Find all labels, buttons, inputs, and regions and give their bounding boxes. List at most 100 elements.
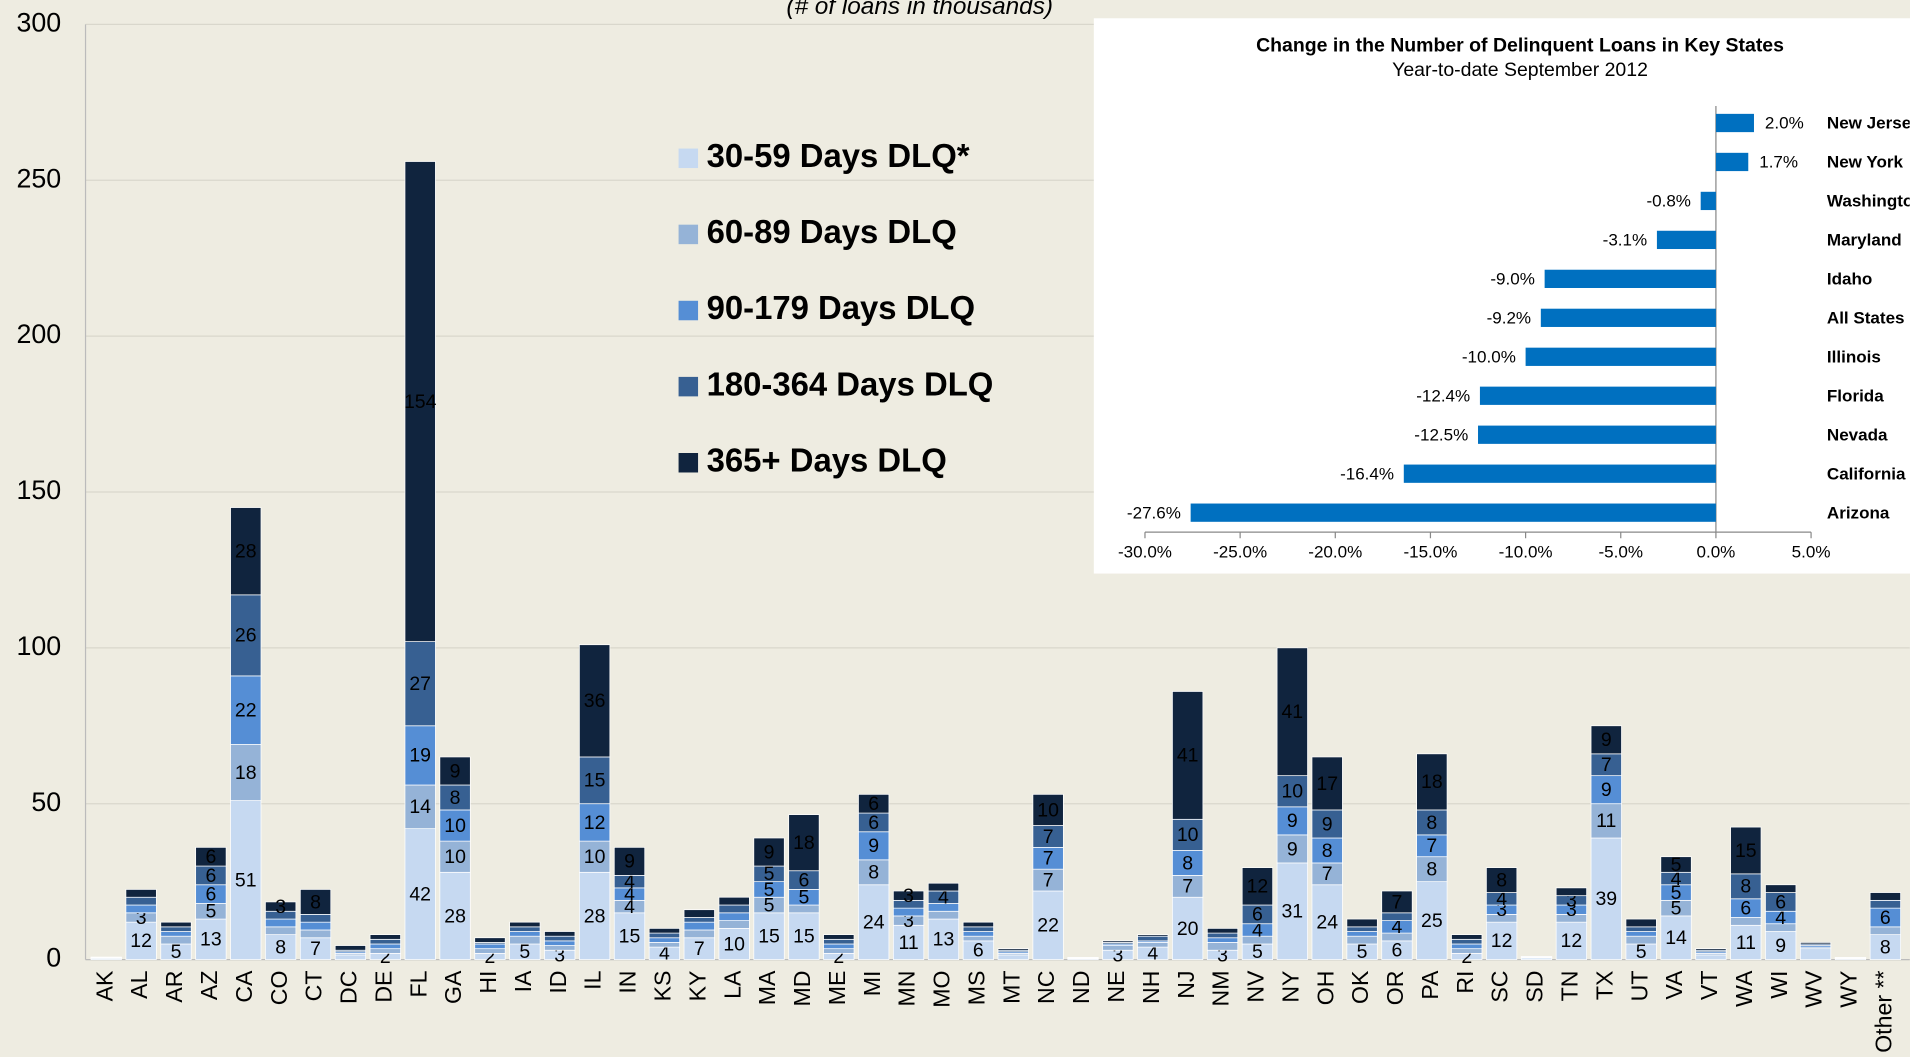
bar-segment bbox=[369, 938, 401, 945]
y-tick-label: 50 bbox=[31, 787, 61, 817]
bar-segment bbox=[1381, 912, 1413, 921]
data-label: 8 bbox=[1740, 876, 1751, 898]
category-label: New Jersey bbox=[1827, 114, 1910, 133]
bar-segment bbox=[823, 943, 855, 950]
legend-swatch bbox=[678, 224, 699, 245]
data-label: 9 bbox=[1322, 813, 1333, 835]
data-label: 15 bbox=[619, 926, 641, 948]
y-tick-label: 250 bbox=[16, 163, 61, 193]
bar bbox=[1715, 113, 1754, 133]
legend-label: 30-59 Days DLQ* bbox=[707, 137, 970, 174]
x-tick-label: HI bbox=[475, 971, 501, 994]
data-label: 6 bbox=[205, 846, 216, 868]
data-label: 6 bbox=[868, 793, 879, 815]
data-label: 8 bbox=[1880, 936, 1891, 958]
bar-segment bbox=[1276, 862, 1308, 960]
data-label: 19 bbox=[409, 745, 431, 767]
bar-segment bbox=[648, 928, 680, 934]
bar-segment bbox=[544, 940, 576, 946]
x-tick-label: -10.0% bbox=[1499, 542, 1553, 561]
data-label: 7 bbox=[1182, 876, 1193, 898]
data-label: 15 bbox=[793, 926, 815, 948]
bar-segment bbox=[439, 756, 471, 786]
data-label: 3 bbox=[1496, 899, 1507, 921]
bar-segment bbox=[927, 918, 960, 960]
bar-segment bbox=[474, 948, 506, 954]
legend-label: 90-179 Days DLQ bbox=[707, 289, 976, 326]
x-tick-label: Other ** bbox=[1870, 971, 1896, 1053]
data-label: 9 bbox=[764, 841, 775, 863]
bar-segment bbox=[718, 904, 750, 914]
bar-segment bbox=[648, 942, 680, 948]
data-label: -27.6% bbox=[1127, 503, 1181, 522]
bar-segment bbox=[404, 828, 436, 960]
x-tick-label: DE bbox=[370, 971, 396, 1003]
data-label: 9 bbox=[1601, 729, 1612, 751]
x-tick-label: IA bbox=[510, 970, 536, 992]
bar-segment bbox=[1276, 775, 1308, 808]
data-label: 28 bbox=[235, 541, 257, 563]
data-label: 8 bbox=[275, 936, 286, 958]
data-label: -12.4% bbox=[1416, 386, 1470, 405]
x-tick-label: VA bbox=[1661, 970, 1687, 1000]
data-label: 154 bbox=[404, 391, 437, 413]
bar-segment bbox=[1486, 921, 1518, 960]
data-label: 8 bbox=[1496, 869, 1507, 891]
data-label: 6 bbox=[205, 865, 216, 887]
legend-label: 180-364 Days DLQ bbox=[707, 365, 994, 402]
data-label: 6 bbox=[868, 812, 879, 834]
x-tick-label: MN bbox=[894, 971, 920, 1007]
data-label: 5 bbox=[1636, 941, 1647, 963]
bar-segment bbox=[1765, 884, 1797, 893]
legend-swatch bbox=[678, 376, 699, 397]
bar-segment bbox=[997, 948, 1029, 951]
bar-segment bbox=[1346, 935, 1378, 945]
x-tick-label: DC bbox=[336, 971, 362, 1004]
data-label: 5 bbox=[1357, 941, 1368, 963]
legend-swatch bbox=[678, 300, 699, 321]
bar-segment bbox=[718, 896, 750, 906]
bar-segment bbox=[230, 744, 262, 801]
bar-segment bbox=[125, 904, 157, 914]
data-label: 7 bbox=[1043, 826, 1054, 848]
bar-segment bbox=[1416, 881, 1448, 960]
category-label: Idaho bbox=[1827, 270, 1872, 289]
x-tick-label: ND bbox=[1068, 971, 1094, 1004]
data-label: 12 bbox=[130, 930, 152, 952]
data-label: 2 bbox=[485, 946, 496, 968]
bar-segment bbox=[683, 929, 715, 939]
bar-segment bbox=[404, 641, 436, 727]
data-label: 5 bbox=[1252, 941, 1263, 963]
bar-segment bbox=[369, 934, 401, 940]
data-label: 28 bbox=[444, 905, 466, 927]
x-tick-label: MO bbox=[929, 971, 955, 1008]
bar-segment bbox=[1276, 647, 1308, 777]
data-label: 42 bbox=[409, 883, 431, 905]
data-label: 24 bbox=[1316, 912, 1338, 934]
x-tick-label: MS bbox=[963, 971, 989, 1006]
category-label: Maryland bbox=[1827, 231, 1902, 250]
data-label: 2 bbox=[1461, 946, 1472, 968]
chart-subtitle: (# of loans in thousands) bbox=[786, 0, 1053, 20]
data-label: 4 bbox=[1671, 868, 1682, 890]
data-label: 12 bbox=[1491, 930, 1513, 952]
data-label: 9 bbox=[1287, 810, 1298, 832]
data-label: 25 bbox=[1421, 910, 1443, 932]
x-tick-label: RI bbox=[1452, 971, 1478, 994]
bar-segment bbox=[1625, 918, 1657, 928]
bar bbox=[1478, 425, 1716, 444]
bar bbox=[1715, 152, 1749, 172]
bar-segment bbox=[1206, 932, 1239, 939]
bar bbox=[1540, 308, 1716, 327]
bar-segment bbox=[579, 803, 611, 842]
bar-segment bbox=[1625, 931, 1657, 937]
bar bbox=[1403, 464, 1716, 483]
data-label: 12 bbox=[584, 812, 606, 834]
bar-segment bbox=[404, 161, 436, 642]
data-label: 4 bbox=[659, 943, 670, 965]
bar-segment bbox=[125, 889, 157, 898]
x-tick-label: OK bbox=[1347, 970, 1373, 1004]
category-label: Washington bbox=[1827, 192, 1910, 211]
data-label: 5 bbox=[1671, 898, 1682, 920]
data-label: 8 bbox=[450, 787, 461, 809]
